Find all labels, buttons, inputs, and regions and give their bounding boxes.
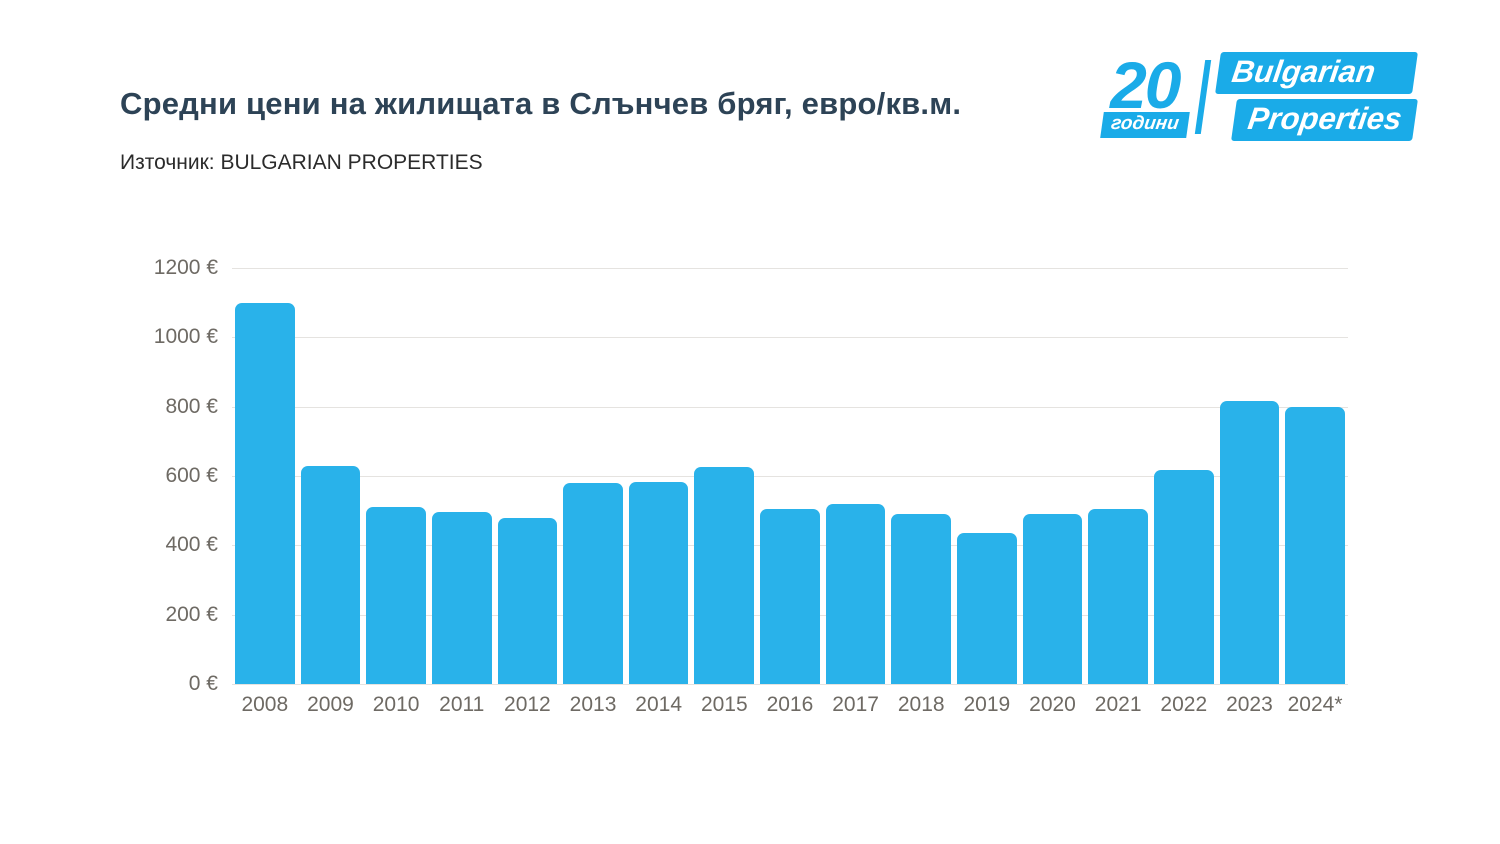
gridline-0 bbox=[232, 684, 1348, 685]
page-title: Средни цени на жилищата в Слънчев бряг, … bbox=[120, 86, 962, 121]
logo-years-label: години bbox=[1100, 111, 1190, 138]
logo-brand-line2: Properties bbox=[1230, 99, 1418, 141]
bar-2018 bbox=[891, 514, 952, 684]
bar-slot-2021: 2021 bbox=[1085, 268, 1151, 716]
bar-2015 bbox=[694, 466, 755, 684]
y-tick-label-600: 600 € bbox=[165, 464, 218, 487]
bar-2013 bbox=[563, 482, 623, 684]
bar-slot-2018: 2018 bbox=[888, 268, 954, 716]
x-tick-label-2013: 2013 bbox=[569, 693, 617, 716]
bar-2024* bbox=[1285, 406, 1345, 684]
bar-slot-2015: 2015 bbox=[691, 268, 757, 716]
source-label: Източник: BULGARIAN PROPERTIES bbox=[120, 151, 483, 174]
bar-slot-2012: 2012 bbox=[495, 268, 561, 716]
gridline-1200 bbox=[232, 268, 1348, 269]
y-tick-label-800: 800 € bbox=[165, 394, 218, 418]
x-tick-label-2020: 2020 bbox=[1029, 693, 1076, 716]
plot-area: 2008 2009 2010 2011 2012 2013 2014 2015 2016 2017… bbox=[232, 268, 1348, 716]
bar-2019 bbox=[957, 533, 1017, 684]
x-tick-label-2008: 2008 bbox=[241, 693, 289, 716]
x-tick-label-2022: 2022 bbox=[1160, 693, 1208, 716]
logo-divider bbox=[1194, 59, 1211, 134]
gridline-800 bbox=[232, 406, 1348, 408]
y-tick-label-200: 200 € bbox=[165, 602, 218, 626]
x-tick-label-2018: 2018 bbox=[897, 693, 945, 716]
x-tick-label-2014: 2014 bbox=[635, 693, 683, 716]
x-tick-label-2019: 2019 bbox=[963, 693, 1011, 716]
bar-2021 bbox=[1088, 508, 1148, 684]
bar-slot-2014: 2014 bbox=[626, 268, 692, 716]
logo-20-number: 20 bbox=[1110, 48, 1181, 123]
x-tick-label-2017: 2017 bbox=[832, 693, 879, 716]
gridline-600 bbox=[232, 476, 1348, 477]
x-tick-label-2010: 2010 bbox=[372, 693, 420, 716]
x-tick-label-2024*: 2024* bbox=[1287, 693, 1343, 716]
logo-brand-name: Bulgarian Properties bbox=[1214, 52, 1418, 141]
y-tick-label-1200: 1200 € bbox=[153, 256, 218, 279]
bar-2020 bbox=[1022, 514, 1083, 684]
bar-slot-2019: 2019 bbox=[954, 268, 1020, 716]
bar-2012 bbox=[497, 518, 558, 684]
bar-2014 bbox=[628, 481, 689, 684]
gridline-1000 bbox=[232, 337, 1348, 339]
y-tick-label-400: 400 € bbox=[165, 533, 218, 557]
bar-slot-2024*: 2024* bbox=[1282, 268, 1348, 716]
bar-slot-2022: 2022 bbox=[1151, 268, 1217, 716]
bar-slot-2013: 2013 bbox=[560, 268, 626, 716]
bar-2010 bbox=[366, 507, 426, 684]
bar-slot-2008: 2008 bbox=[232, 268, 298, 716]
bar-slot-2011: 2011 bbox=[429, 268, 495, 716]
y-tick-label-0: 0 € bbox=[188, 672, 218, 695]
x-tick-label-2011: 2011 bbox=[439, 693, 485, 716]
bar-2016 bbox=[760, 508, 820, 684]
brand-logo: 20 години Bulgarian Properties bbox=[1100, 48, 1418, 141]
logo-anniversary: 20 години bbox=[1100, 48, 1190, 138]
bar-2023 bbox=[1219, 401, 1280, 684]
logo-brand-line1: Bulgarian bbox=[1214, 52, 1418, 94]
bar-2011 bbox=[431, 511, 492, 684]
bar-slot-2020: 2020 bbox=[1020, 268, 1086, 716]
x-tick-label-2015: 2015 bbox=[700, 693, 748, 716]
bar-slot-2010: 2010 bbox=[363, 268, 429, 716]
bar-slot-2023: 2023 bbox=[1217, 268, 1283, 716]
y-tick-label-1000: 1000 € bbox=[153, 325, 218, 349]
bar-slot-2017: 2017 bbox=[823, 268, 889, 716]
bar-2009 bbox=[300, 465, 361, 684]
x-tick-label-2016: 2016 bbox=[766, 693, 814, 716]
x-tick-label-2012: 2012 bbox=[504, 693, 551, 716]
bar-slot-2016: 2016 bbox=[757, 268, 823, 716]
x-tick-label-2023: 2023 bbox=[1226, 693, 1273, 716]
x-tick-label-2009: 2009 bbox=[307, 693, 354, 716]
bar-2008 bbox=[235, 302, 295, 684]
bar-2022 bbox=[1153, 470, 1214, 684]
bar-slot-2009: 2009 bbox=[298, 268, 364, 716]
x-tick-label-2021: 2021 bbox=[1094, 693, 1142, 716]
y-axis: 0 € 200 € 400 € 600 € 800 € 1000 € 1200 € bbox=[110, 256, 218, 695]
bars: 2008 2009 2010 2011 2012 2013 2014 2015 2016 2017… bbox=[232, 268, 1348, 716]
bar-2017 bbox=[825, 503, 886, 684]
